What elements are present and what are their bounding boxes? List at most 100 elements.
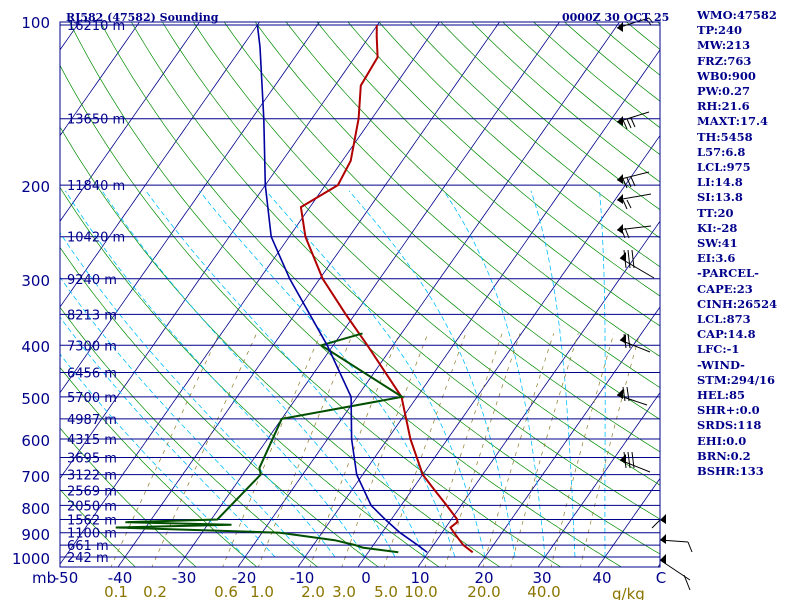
wind-barb-flag xyxy=(617,174,623,184)
moist-adiabat-line xyxy=(60,232,336,558)
height-label: 9240 m xyxy=(67,273,117,288)
mixing-ratio-tick-label: 40.0 xyxy=(527,583,560,600)
index-line: LI:14.8 xyxy=(697,175,743,190)
temperature-unit-label: mb xyxy=(32,569,56,587)
isotherm-line xyxy=(417,220,660,567)
pressure-tick-label: 200 xyxy=(21,178,50,196)
dry-adiabat-line xyxy=(316,22,660,327)
moist-adiabat-line xyxy=(60,316,276,558)
wind-barb xyxy=(616,386,648,406)
height-label: 3122 m xyxy=(67,469,117,484)
wind-barb-flag xyxy=(617,389,623,399)
wind-barb xyxy=(619,249,655,279)
wind-barb-stroke xyxy=(651,519,661,529)
dry-adiabat-line xyxy=(60,488,136,567)
station-title: RJ582 (47582) Sounding xyxy=(66,11,219,24)
index-line: BSHR:133 xyxy=(697,464,764,479)
mixing-ratio-tick-label: 1.0 xyxy=(250,583,274,600)
pressure-tick-label: 400 xyxy=(21,338,50,356)
mixing-ratio-line xyxy=(151,333,257,567)
temperature-tick-label: 20 xyxy=(474,569,493,587)
index-line: WMO:47582 xyxy=(697,8,777,22)
pressure-tick-label: 900 xyxy=(21,526,50,544)
mixing-ratio-tick-label: 0.6 xyxy=(214,583,238,600)
height-label: 16210 m xyxy=(67,19,125,34)
index-line: STM:294/16 xyxy=(697,372,776,387)
wind-barb-stroke xyxy=(624,227,630,239)
temperature-tick-label: -50 xyxy=(54,569,79,587)
pressure-tick-label: 1000 xyxy=(12,550,50,568)
index-line: TP:240 xyxy=(697,23,743,38)
dry-adiabat-line xyxy=(192,22,660,453)
isotherm-line xyxy=(60,22,260,308)
index-line: RH:21.6 xyxy=(697,99,750,114)
wind-barb-flag xyxy=(617,116,623,126)
moist-adiabat-line xyxy=(443,190,546,558)
mixing-ratio-tick-label: 0.2 xyxy=(143,583,167,600)
wind-barb-stroke xyxy=(631,451,635,469)
moist-adiabat-line xyxy=(60,353,246,558)
mixing-ratio-tick-label: 2.0 xyxy=(301,583,325,600)
index-line: HEL:85 xyxy=(697,388,745,403)
index-line: LFC:-1 xyxy=(697,342,740,357)
index-line: BRN:0.2 xyxy=(697,448,751,463)
moist-adiabat-line xyxy=(265,190,486,558)
isotherm-line xyxy=(60,22,380,480)
temperature-tick-label: 40 xyxy=(592,569,611,587)
index-line: TH:5458 xyxy=(697,129,753,144)
isotherm-line xyxy=(357,134,660,567)
height-label: 1562 m xyxy=(67,514,117,529)
mixing-ratio-line xyxy=(341,333,429,567)
index-line: CINH:26524 xyxy=(697,296,778,311)
pressure-tick-label: 800 xyxy=(21,500,50,518)
height-label: 2050 m xyxy=(67,499,117,514)
dry-adiabat-line xyxy=(100,22,660,555)
wind-barb-flag xyxy=(620,454,626,464)
index-line: SHR+:0.0 xyxy=(697,403,760,418)
moist-adiabat-line xyxy=(145,190,426,558)
sounding-traces xyxy=(115,24,474,554)
wind-barb-stroke xyxy=(626,199,632,209)
index-line: TT:20 xyxy=(697,205,734,220)
mixing-ratio-line xyxy=(510,333,579,567)
dry-adiabat-line xyxy=(60,186,440,567)
mixing-ratio-line xyxy=(444,333,521,567)
dry-adiabat-line xyxy=(254,22,660,388)
wind-barb xyxy=(619,451,651,473)
dry-adiabat-line xyxy=(60,126,501,567)
pressure-tick-label: 700 xyxy=(21,468,50,486)
index-line: PW:0.27 xyxy=(697,84,751,99)
moist-adiabat-line xyxy=(599,190,606,557)
wind-barb-flag xyxy=(620,252,626,262)
moist-adiabat-line xyxy=(199,190,456,558)
wind-barb-stroke xyxy=(630,117,636,128)
wind-barb xyxy=(659,534,693,553)
temperature-tick-label: C xyxy=(656,569,666,587)
index-line: EHI:0.0 xyxy=(697,433,747,448)
isotherm-line xyxy=(297,49,660,567)
wind-barb-flag xyxy=(620,334,626,344)
mixing-ratio-unit-label: g/kg xyxy=(612,585,645,600)
isotherm-line xyxy=(117,22,500,567)
index-line: -WIND- xyxy=(697,357,745,372)
mixing-ratio-line xyxy=(482,333,555,567)
wind-barb xyxy=(616,224,652,239)
wind-barb-stroke xyxy=(626,118,632,129)
wind-barb-flag xyxy=(617,194,623,204)
dry-adiabat-line xyxy=(69,22,623,567)
height-label: 10420 m xyxy=(67,231,125,246)
height-label: 11840 m xyxy=(67,179,125,194)
moist-adiabat-line xyxy=(348,190,516,558)
wind-barb-stroke xyxy=(626,386,630,402)
height-label: 1100 m xyxy=(67,527,117,542)
wind-barb-stroke xyxy=(622,119,628,130)
mixing-ratio-tick-label: 0.1 xyxy=(104,583,128,600)
wind-barb xyxy=(651,514,666,529)
wind-barb-stroke xyxy=(630,176,636,187)
height-label: 7300 m xyxy=(67,339,117,354)
wind-barb-stroke xyxy=(626,177,632,188)
temperature-tick-label: 10 xyxy=(410,569,429,587)
isotherm-line xyxy=(60,22,440,565)
